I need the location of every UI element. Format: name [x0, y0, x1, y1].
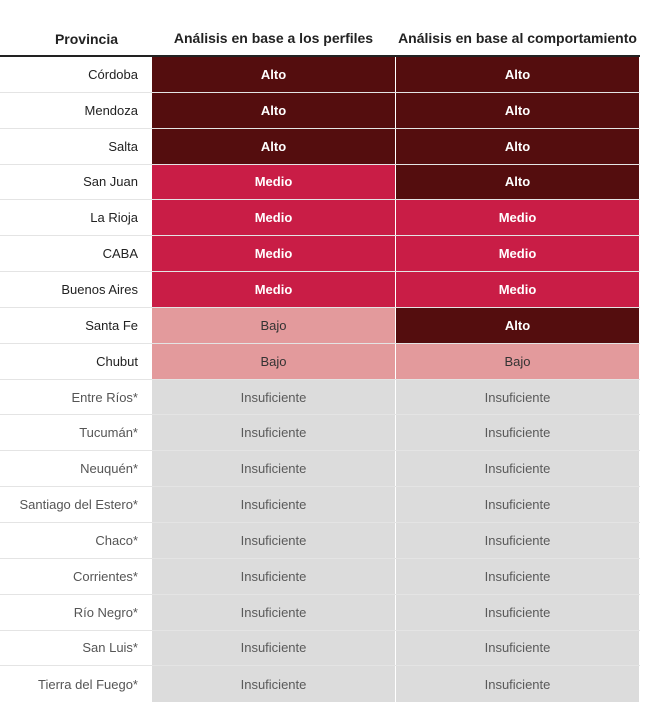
cell-comportamiento: Alto [396, 164, 639, 200]
province-name: San Luis* [82, 640, 138, 656]
province-name: Río Negro* [73, 604, 138, 620]
column-header-comportamiento: Análisis en base al comportamiento [398, 30, 637, 46]
table-row: Chaco* Insuficiente Insuficiente [0, 522, 640, 559]
table-row: Salta Alto Alto [0, 128, 640, 165]
cell-comportamiento: Alto [396, 92, 639, 128]
cell-perfiles: Insuficiente [152, 630, 396, 666]
province-name: CABA [102, 246, 138, 262]
cell-perfiles: Insuficiente [152, 415, 396, 451]
province-name: Neuquén* [80, 461, 138, 477]
province-name: Chaco* [95, 532, 138, 548]
cell-perfiles: Insuficiente [152, 558, 396, 594]
table-row: San Juan Medio Alto [0, 164, 640, 201]
cell-perfiles: Alto [152, 57, 396, 92]
province-name: Tierra del Fuego* [38, 676, 138, 692]
province-name: Santa Fe [85, 317, 138, 333]
cell-comportamiento: Medio [396, 200, 639, 236]
table-row: Tucumán* Insuficiente Insuficiente [0, 415, 640, 452]
cell-comportamiento: Insuficiente [396, 451, 639, 487]
cell-perfiles: Insuficiente [152, 487, 396, 522]
cell-perfiles: Insuficiente [152, 594, 396, 630]
cell-comportamiento: Medio [396, 272, 639, 307]
table-row: Tierra del Fuego* Insuficiente Insuficient… [0, 666, 640, 703]
province-name: Tucumán* [79, 425, 138, 441]
cell-comportamiento: Medio [396, 236, 639, 272]
province-name: San Juan [83, 174, 138, 190]
cell-comportamiento: Insuficiente [396, 666, 639, 703]
table-row: Río Negro* Insuficiente Insuficiente [0, 594, 640, 631]
table-row: Buenos Aires Medio Medio [0, 272, 640, 308]
cell-perfiles: Bajo [152, 307, 396, 343]
table-row: Mendoza Alto Alto [0, 92, 640, 129]
cell-perfiles: Medio [152, 164, 396, 200]
province-name: La Rioja [90, 210, 138, 226]
cell-perfiles: Medio [152, 200, 396, 236]
cell-comportamiento: Insuficiente [396, 487, 639, 522]
cell-comportamiento: Insuficiente [396, 522, 639, 558]
table-row: Corrientes* Insuficiente Insuficiente [0, 558, 640, 595]
column-header-provincia: Provincia [54, 31, 118, 47]
cell-perfiles: Insuficiente [152, 522, 396, 558]
province-name: Santiago del Estero* [19, 497, 138, 513]
table-header: Provincia Análisis en base a los perfile… [0, 0, 640, 57]
table-row: Córdoba Alto Alto [0, 57, 640, 93]
table-row: Santa Fe Bajo Alto [0, 307, 640, 344]
cell-perfiles: Insuficiente [152, 666, 396, 703]
cell-perfiles: Medio [152, 272, 396, 307]
table-row: La Rioja Medio Medio [0, 200, 640, 237]
cell-comportamiento: Insuficiente [396, 594, 639, 630]
province-name: Chubut [96, 353, 138, 369]
cell-perfiles: Insuficiente [152, 451, 396, 487]
cell-perfiles: Insuficiente [152, 379, 396, 415]
cell-comportamiento: Alto [396, 57, 639, 92]
cell-perfiles: Alto [152, 128, 396, 164]
cell-perfiles: Alto [152, 92, 396, 128]
table-row: Chubut Bajo Bajo [0, 343, 640, 380]
cell-comportamiento: Insuficiente [396, 379, 639, 415]
table-body: Córdoba Alto Alto Mendoza Alto Alto Salta Alto A… [0, 57, 640, 703]
cell-comportamiento: Alto [396, 307, 639, 343]
cell-comportamiento: Insuficiente [396, 415, 639, 451]
cell-perfiles: Bajo [152, 343, 396, 379]
table-row: Santiago del Estero* Insuficiente Insufici… [0, 487, 640, 523]
province-name: Corrientes* [72, 568, 138, 584]
province-name: Entre Ríos* [71, 389, 138, 405]
table-row: Entre Ríos* Insuficiente Insuficiente [0, 379, 640, 416]
table-row: CABA Medio Medio [0, 236, 640, 273]
cell-comportamiento: Alto [396, 128, 639, 164]
province-name: Salta [108, 138, 138, 154]
cell-comportamiento: Insuficiente [396, 558, 639, 594]
column-header-perfiles: Análisis en base a los perfiles [173, 30, 374, 46]
table-row: Neuquén* Insuficiente Insuficiente [0, 451, 640, 488]
province-name: Mendoza [84, 102, 138, 118]
cell-comportamiento: Bajo [396, 343, 639, 379]
cell-comportamiento: Insuficiente [396, 630, 639, 666]
province-name: Buenos Aires [61, 281, 138, 297]
province-name: Córdoba [88, 66, 138, 82]
table-row: San Luis* Insuficiente Insuficiente [0, 630, 640, 667]
cell-perfiles: Medio [152, 236, 396, 272]
